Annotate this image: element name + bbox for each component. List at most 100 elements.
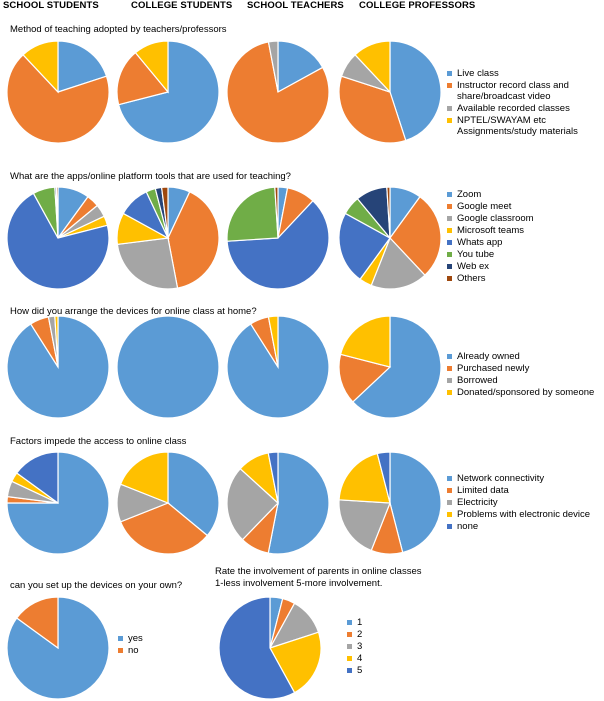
question-device-arrangement: How did you arrange the devices for onli… (10, 306, 257, 317)
pie-slice-0-school-teachers-instructor-record-class-and (226, 41, 330, 144)
pie-slice-3-college-students-limited-data (119, 502, 209, 555)
legend-label: Zoom (457, 189, 482, 200)
legend-label: You tube (457, 249, 495, 260)
pie-slice-0-college-students-instructor-record-class-and (116, 51, 170, 106)
legend-label: Google classroom (457, 213, 534, 224)
legend-item: Already owned (447, 351, 594, 362)
pie-slice-2-school-teachers-donated-sponsored-by-someone (267, 315, 279, 368)
pie-slice-2-college-professors-donated-sponsored-by-someone (339, 315, 391, 368)
legend-item: Network connectivity (447, 473, 590, 484)
legend-label: 3 (357, 641, 363, 652)
legend-item: Google classroom (447, 213, 534, 224)
legend-label: Others (457, 273, 486, 284)
pie-slice-1-school-students-others (55, 186, 59, 239)
legend-label: none (457, 521, 479, 532)
legend-label: 1 (357, 617, 363, 628)
pie-slice-0-school-students-nptel-swayam-etc (22, 40, 59, 94)
legend-item: Problems with electronic device (447, 509, 590, 520)
legend-label: yes (128, 633, 143, 644)
legend-swatch (118, 648, 123, 653)
legend-item: 2 (347, 629, 362, 640)
pie-slice-3-school-teachers-none (267, 451, 279, 504)
legend-item: Donated/sponsored by someone (447, 387, 594, 398)
legend-item: Microsoft teams (447, 225, 534, 236)
legend-swatch (447, 390, 452, 395)
legend-item: 4 (347, 653, 362, 664)
legend-label: Problems with electronic device (457, 509, 591, 520)
legend-swatch (447, 378, 452, 383)
legend-swatch (347, 632, 352, 637)
legend-swatch (447, 71, 452, 76)
legend-swatch (347, 644, 352, 649)
legend-swatch (347, 668, 352, 673)
legend-swatch (447, 366, 452, 371)
legend-label: Borrowed (457, 375, 498, 386)
pie-slice-1-college-professors-google-classroom (370, 236, 426, 290)
legend-item: Google meet (447, 201, 534, 212)
legend-swatch (447, 476, 452, 481)
legend-label: no (128, 645, 139, 656)
pie-slice-0-school-teachers-live-class (277, 40, 324, 94)
legend-swatch (447, 216, 452, 221)
question-parent-involvement: Rate the involvement of parents in onlin… (215, 566, 422, 589)
legend-item: Others (447, 273, 534, 284)
question-device-setup: can you set up the devices on your own? (10, 580, 183, 591)
legend-swatch (347, 656, 352, 661)
pie-slice-3-school-students-none (15, 451, 59, 505)
legend-swatch (447, 252, 452, 257)
legend-swatch (447, 354, 452, 359)
legend-label: 5 (357, 665, 363, 676)
legend-swatch (447, 118, 452, 123)
question-teaching-method: Method of teaching adopted by teachers/p… (10, 24, 227, 35)
legend-label: Available recorded classes (457, 103, 570, 114)
legend-label: Google meet (457, 201, 512, 212)
pie-slice-1-school-students-whats-app (6, 192, 110, 290)
legend-item: Instructor record class and share/broadc… (447, 80, 578, 102)
legend-label: Already owned (457, 351, 520, 362)
legend-item: Zoom (447, 189, 534, 200)
pie-slice-0-college-professors-live-class (389, 40, 442, 142)
legend-swatch (118, 636, 123, 641)
legend-label: Web ex (457, 261, 490, 272)
pie-slice-1-college-students-google-meet (167, 191, 220, 289)
legend-item: Purchased newly (447, 363, 594, 374)
legend-swatch (447, 512, 452, 517)
legend-item: Borrowed (447, 375, 594, 386)
pie-slice-0-school-students-instructor-record-class-and (6, 53, 110, 144)
legend-label: Electricity (457, 497, 498, 508)
pie-slice-2-school-students-donated-sponsored-by-someone (54, 315, 59, 368)
pie-slice-1-college-professors-others (386, 186, 391, 239)
legend-swatch (447, 500, 452, 505)
legend-item: NPTEL/SWAYAM etc Assignments/study mater… (447, 115, 578, 137)
pie-slice-2-college-professors-already-owned (351, 315, 442, 419)
legend-swatch (447, 240, 452, 245)
legend-item: Limited data (447, 485, 590, 496)
pie-slice-1-college-professors-whats-app (338, 212, 391, 281)
legend-item: You tube (447, 249, 534, 260)
legend-swatch (447, 276, 452, 281)
pie-slice-1-college-professors-google-meet (389, 195, 442, 277)
legend-item: Whats app (447, 237, 534, 248)
legend-item: yes (118, 633, 143, 644)
legend-access-factors: Network connectivity Limited data Electric… (447, 473, 590, 533)
pie-slice-2-college-students-already-owned (116, 315, 220, 419)
legend-label: Purchased newly (457, 363, 530, 374)
legend-label: NPTEL/SWAYAM etc Assignments/study mater… (457, 115, 578, 137)
legend-item: 5 (347, 665, 362, 676)
pie-slice-0-college-professors-instructor-record-class-and (338, 75, 407, 144)
pie-slice-3-college-professors-network-connectivity (389, 451, 442, 554)
legend-item: 1 (347, 617, 362, 628)
pie-slice-5-college-students-5 (218, 596, 296, 700)
legend-teaching-method: Live class Instructor record class and sh… (447, 68, 578, 138)
pie-slice-1-school-teachers-you-tube (226, 186, 279, 242)
legend-device-setup: yes no (118, 633, 143, 657)
legend-apps-tools: Zoom Google meet Google classroom Microsoft… (447, 189, 534, 285)
pie-slice-0-college-professors-nptel-swayam-etc (354, 40, 391, 94)
pie-slice-0-school-teachers-available-recorded-classes (267, 40, 279, 93)
legend-swatch (447, 488, 452, 493)
pie-slice-3-college-students-network-connectivity (167, 451, 220, 537)
legend-swatch (447, 192, 452, 197)
pie-slice-1-college-students-google-classroom (116, 237, 179, 290)
legend-swatch (447, 264, 452, 269)
